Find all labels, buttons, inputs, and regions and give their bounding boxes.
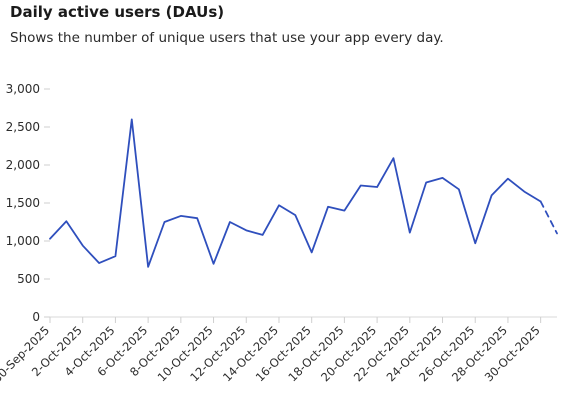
data-point [276, 203, 281, 208]
data-point [473, 241, 478, 246]
data-point [538, 199, 543, 204]
chart-title: Daily active users (DAUs) [10, 3, 225, 21]
y-tick-label: 3,000 [6, 82, 40, 96]
y-tick-label: 500 [17, 272, 40, 286]
series-line [49, 118, 542, 268]
data-point [522, 189, 527, 194]
chart-subtitle: Shows the number of unique users that us… [10, 30, 444, 46]
y-tick-label: 0 [32, 310, 40, 324]
data-point [391, 156, 396, 161]
data-point [309, 250, 314, 255]
data-point [555, 231, 560, 236]
data-point [48, 236, 53, 241]
data-point [178, 213, 183, 218]
data-point [211, 261, 216, 266]
series-line-partial [539, 200, 558, 235]
data-point [342, 208, 347, 213]
chart-header: Daily active users (DAUs) Shows the numb… [10, 0, 560, 47]
data-point [489, 193, 494, 198]
data-point [440, 175, 445, 180]
data-point [293, 213, 298, 218]
data-point [113, 254, 118, 259]
data-point [375, 185, 380, 190]
data-point [195, 216, 200, 221]
data-point [227, 220, 232, 225]
y-tick-label: 2,500 [6, 120, 40, 134]
data-point [326, 204, 331, 209]
data-point [162, 220, 167, 225]
data-point [64, 219, 69, 224]
y-tick-label: 2,000 [6, 158, 40, 172]
data-point [358, 183, 363, 188]
data-point [146, 264, 151, 269]
data-point [407, 230, 412, 235]
data-point [456, 187, 461, 192]
data-point [80, 243, 85, 248]
y-tick-label: 1,500 [6, 196, 40, 210]
y-axis: 0 500 1,000 1,500 2,000 2,500 3,000 [6, 82, 50, 324]
y-tick-label: 1,000 [6, 234, 40, 248]
x-axis: 30-Sep-20252-Oct-20254-Oct-20256-Oct-202… [0, 316, 557, 385]
data-point [424, 180, 429, 185]
data-point [505, 176, 510, 181]
data-point [244, 228, 249, 233]
data-point [260, 232, 265, 237]
series-group [48, 117, 560, 269]
data-point [129, 117, 134, 122]
data-point [97, 261, 102, 266]
